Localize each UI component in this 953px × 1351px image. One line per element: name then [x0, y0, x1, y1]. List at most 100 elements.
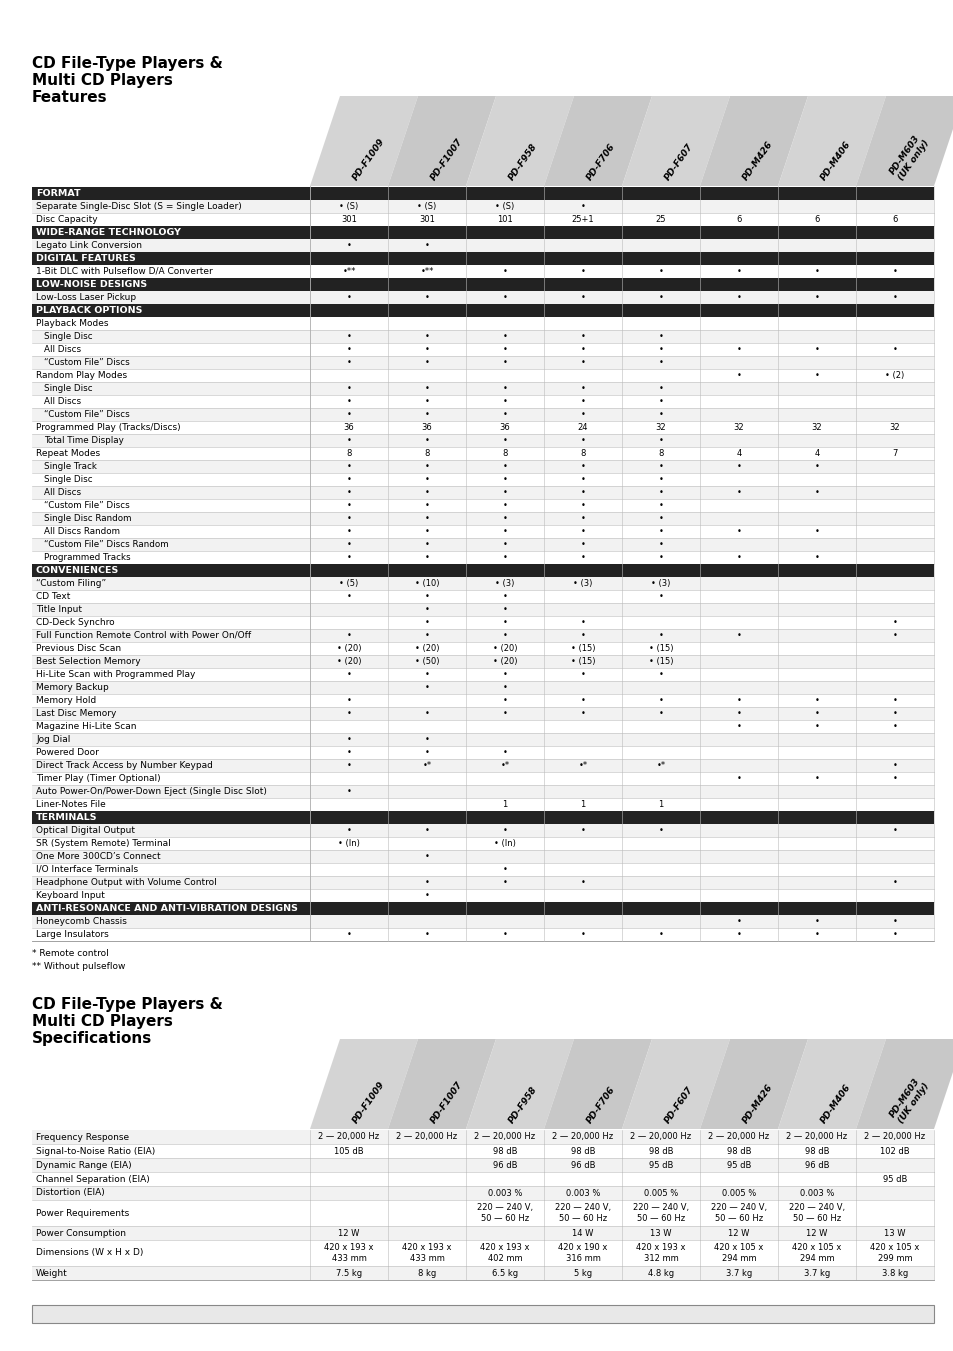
Text: •: • [346, 592, 351, 601]
Text: Disc Capacity: Disc Capacity [36, 215, 97, 224]
Text: •: • [502, 476, 507, 484]
Text: •: • [424, 488, 429, 497]
Polygon shape [310, 96, 417, 186]
Text: Hi-Lite Scan with Programmed Play: Hi-Lite Scan with Programmed Play [36, 670, 195, 680]
Text: •: • [424, 592, 429, 601]
Text: •: • [502, 345, 507, 354]
Text: •: • [814, 527, 819, 536]
Text: •: • [502, 293, 507, 303]
Text: Playback Modes: Playback Modes [36, 319, 109, 328]
Text: CD Text: CD Text [36, 592, 71, 601]
Bar [32, 473, 933, 486]
Polygon shape [465, 96, 574, 186]
Bar [32, 253, 933, 265]
Text: • (15): • (15) [648, 657, 673, 666]
Text: •: • [346, 631, 351, 640]
Text: 420 x 193 x
402 mm: 420 x 193 x 402 mm [479, 1243, 529, 1263]
Text: All Discs: All Discs [44, 488, 81, 497]
Bar [32, 902, 933, 915]
Text: Low-Loss Laser Pickup: Low-Loss Laser Pickup [36, 293, 136, 303]
Text: 105 dB: 105 dB [334, 1147, 363, 1155]
Text: DIGITAL FEATURES: DIGITAL FEATURES [36, 254, 135, 263]
Text: •: • [346, 293, 351, 303]
Text: •: • [346, 709, 351, 717]
Text: Power Requirements: Power Requirements [36, 1209, 129, 1217]
Text: 0.003 %: 0.003 % [565, 1189, 599, 1197]
Text: SR (System Remote) Terminal: SR (System Remote) Terminal [36, 839, 171, 848]
Text: •: • [346, 462, 351, 471]
Text: •: • [502, 617, 507, 627]
Bar [32, 330, 933, 343]
Text: One More 300CD’s Connect: One More 300CD’s Connect [36, 852, 160, 861]
Text: •: • [424, 293, 429, 303]
Bar [32, 343, 933, 357]
Text: • (S): • (S) [339, 203, 358, 211]
Text: 98 dB: 98 dB [726, 1147, 750, 1155]
Text: Repeat Modes: Repeat Modes [36, 449, 100, 458]
Text: PD-F1009: PD-F1009 [351, 136, 386, 182]
Text: 420 x 193 x
433 mm: 420 x 193 x 433 mm [402, 1243, 452, 1263]
Text: Channel Separation (EIA): Channel Separation (EIA) [36, 1174, 150, 1183]
Text: •: • [502, 696, 507, 705]
Text: •: • [580, 358, 585, 367]
Text: CD File-Type Players &: CD File-Type Players & [32, 55, 223, 72]
Bar [32, 1200, 933, 1225]
Text: •: • [346, 409, 351, 419]
Text: “Custom File” Discs: “Custom File” Discs [44, 501, 130, 509]
Text: •: • [658, 267, 662, 276]
Text: PD-F1009: PD-F1009 [351, 1079, 386, 1125]
Bar [32, 265, 933, 278]
Text: •: • [502, 825, 507, 835]
Text: •: • [424, 476, 429, 484]
Text: 3.7 kg: 3.7 kg [725, 1269, 751, 1278]
Text: Honeycomb Chassis: Honeycomb Chassis [36, 917, 127, 925]
Text: Headphone Output with Volume Control: Headphone Output with Volume Control [36, 878, 216, 888]
Text: Frequency Response: Frequency Response [36, 1132, 129, 1142]
Text: 0.003 %: 0.003 % [799, 1189, 833, 1197]
Text: •: • [346, 553, 351, 562]
Text: •: • [658, 696, 662, 705]
Text: •: • [892, 631, 897, 640]
Text: 6.5 kg: 6.5 kg [492, 1269, 517, 1278]
Text: •: • [502, 436, 507, 444]
Text: •: • [346, 488, 351, 497]
Text: •: • [424, 878, 429, 888]
Text: Random Play Modes: Random Play Modes [36, 372, 127, 380]
Text: Powered Door: Powered Door [36, 748, 99, 757]
Text: •: • [892, 617, 897, 627]
Bar [32, 785, 933, 798]
Polygon shape [388, 96, 496, 186]
Polygon shape [621, 1039, 729, 1129]
Bar [32, 422, 933, 434]
Text: •: • [814, 293, 819, 303]
Text: •: • [892, 267, 897, 276]
Text: • (20): • (20) [336, 657, 361, 666]
Text: •: • [424, 384, 429, 393]
Text: PD-F958: PD-F958 [506, 142, 538, 182]
Text: PD-F1007: PD-F1007 [428, 1079, 464, 1125]
Text: 2 — 20,000 Hz: 2 — 20,000 Hz [785, 1132, 846, 1142]
Text: •: • [346, 358, 351, 367]
Bar [32, 304, 933, 317]
Text: •: • [424, 825, 429, 835]
Text: •: • [658, 527, 662, 536]
Text: Separate Single-Disc Slot (S = Single Loader): Separate Single-Disc Slot (S = Single Lo… [36, 203, 241, 211]
Text: • (10): • (10) [415, 580, 438, 588]
Text: Auto Power-On/Power-Down Eject (Single Disc Slot): Auto Power-On/Power-Down Eject (Single D… [36, 788, 267, 796]
Text: Multi CD Players: Multi CD Players [32, 1015, 172, 1029]
Bar [32, 720, 933, 734]
Polygon shape [855, 96, 953, 186]
Text: Specifications: Specifications [32, 1031, 152, 1046]
Text: Keyboard Input: Keyboard Input [36, 892, 105, 900]
Text: 0.003 %: 0.003 % [487, 1189, 521, 1197]
Text: •: • [346, 825, 351, 835]
Text: •: • [502, 527, 507, 536]
Text: •*: •* [656, 761, 665, 770]
Text: 1: 1 [658, 800, 663, 809]
Text: •: • [502, 384, 507, 393]
Text: 96 dB: 96 dB [493, 1161, 517, 1170]
Text: PD-M406: PD-M406 [818, 139, 851, 182]
Text: 95 dB: 95 dB [726, 1161, 750, 1170]
Text: •: • [502, 397, 507, 407]
Text: 0.005 %: 0.005 % [721, 1189, 756, 1197]
